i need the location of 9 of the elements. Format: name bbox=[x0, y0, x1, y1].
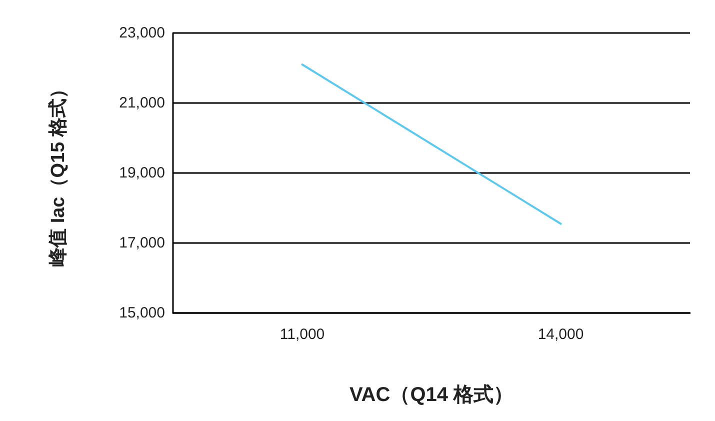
y-tick-label: 23,000 bbox=[119, 24, 165, 42]
y-axis-title: 峰值 Iac（Q15 格式） bbox=[47, 80, 69, 266]
x-axis-title: VAC（Q14 格式） bbox=[349, 384, 514, 406]
y-tick-label: 17,000 bbox=[119, 234, 165, 252]
y-tick-label: 19,000 bbox=[119, 164, 165, 182]
y-tick-label: 15,000 bbox=[119, 304, 165, 322]
y-tick-label: 21,000 bbox=[119, 94, 165, 112]
x-tick-label: 11,000 bbox=[280, 326, 325, 343]
x-tick-label: 14,000 bbox=[538, 326, 584, 343]
